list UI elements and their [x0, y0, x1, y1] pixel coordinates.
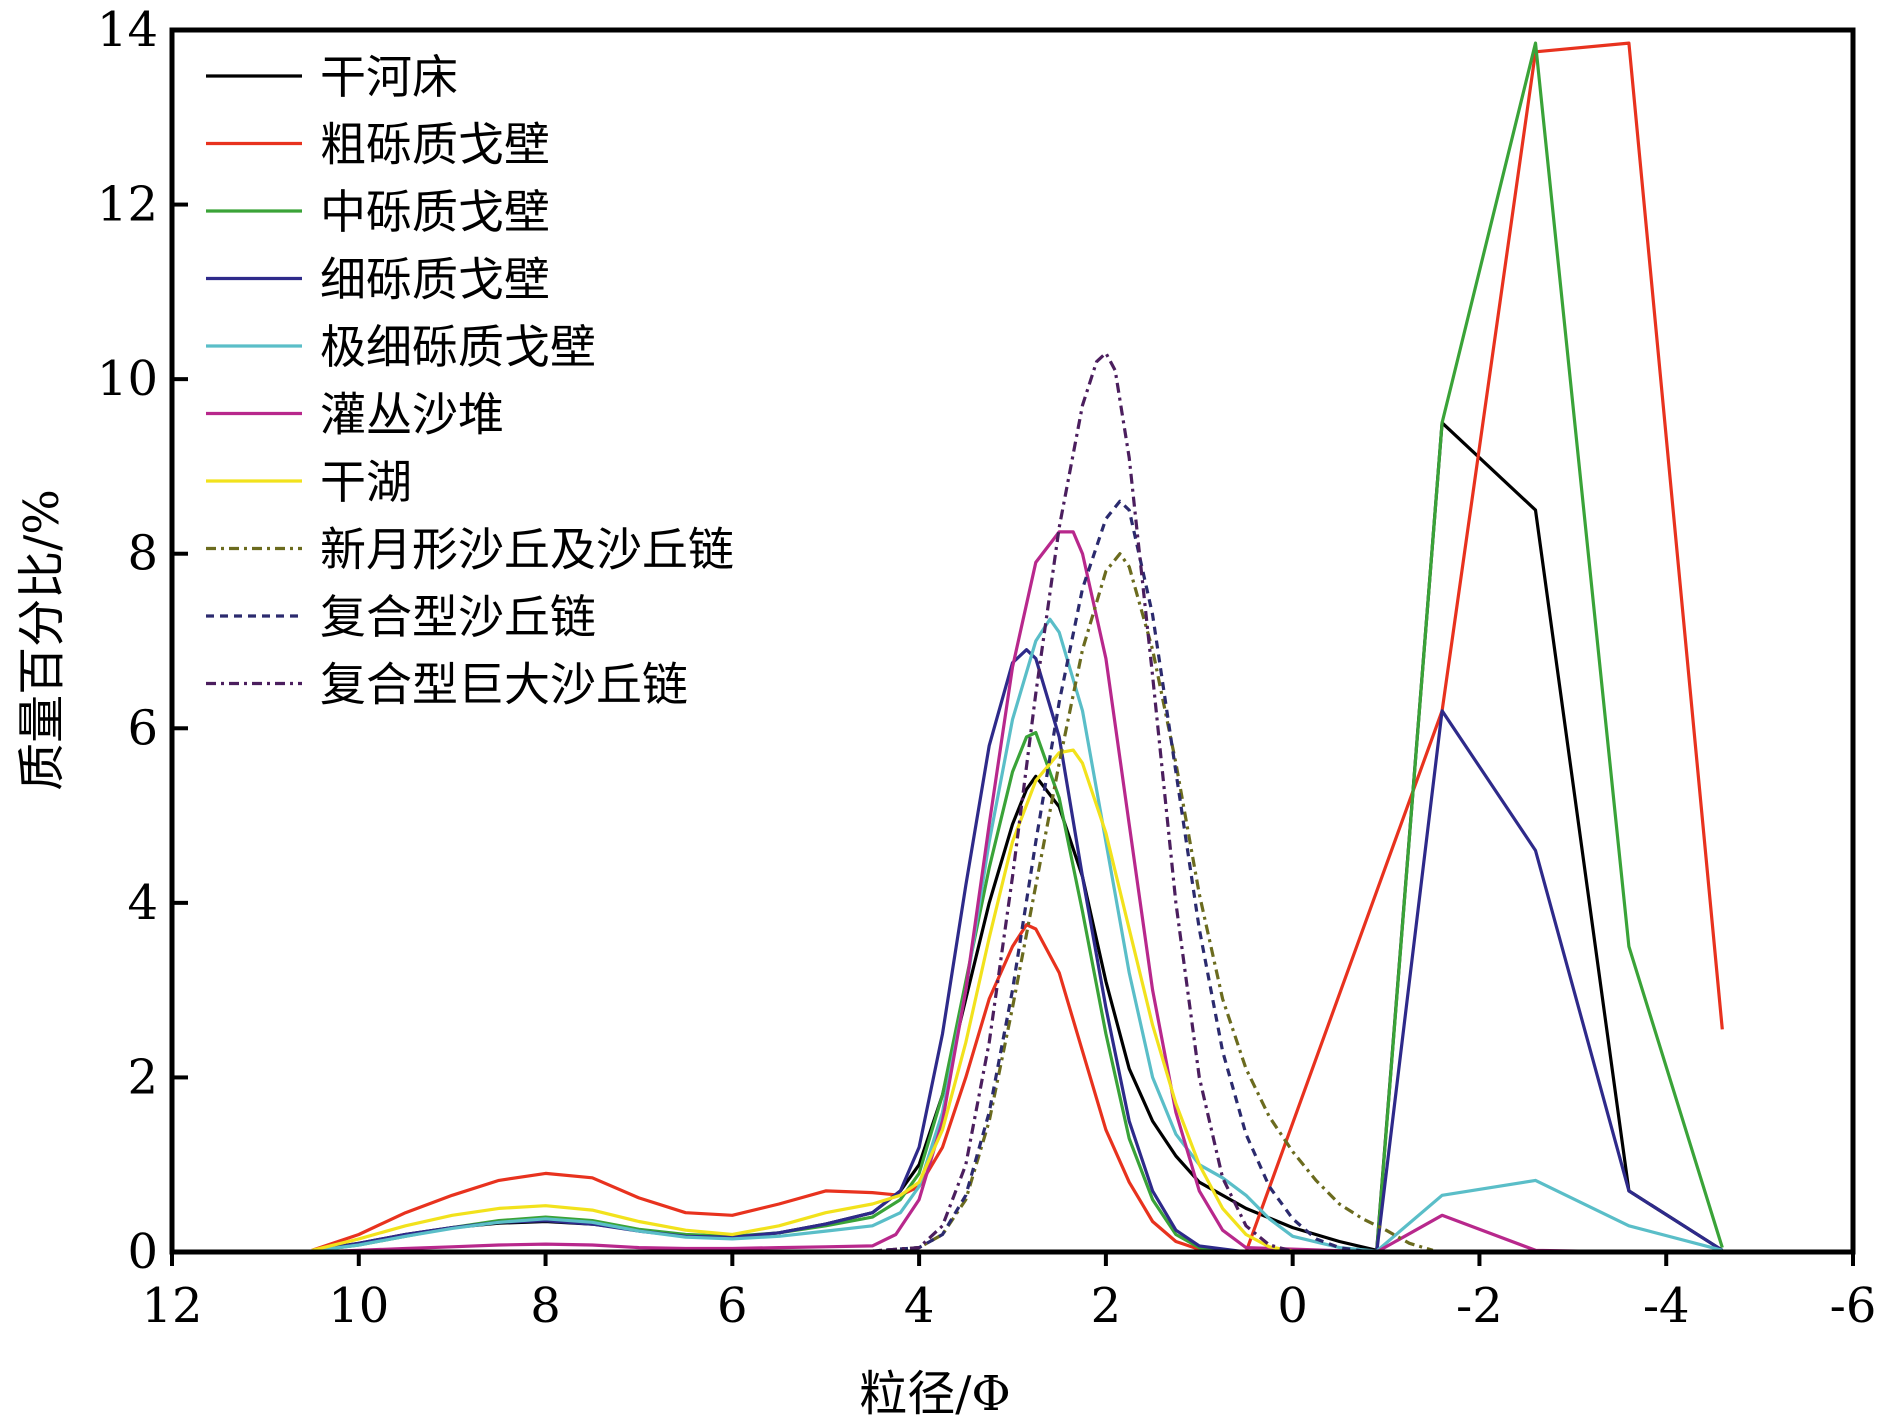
y-tick-label: 12: [97, 177, 158, 233]
x-tick-label: -2: [1456, 1278, 1503, 1334]
x-axis-label: 粒径/Φ: [859, 1366, 1011, 1422]
series-layer: [311, 41, 1724, 1254]
y-axis-label: 质量百分比/%: [14, 489, 70, 791]
legend-label: 中砾质戈壁: [320, 185, 550, 239]
series-line-7: [311, 748, 1443, 1254]
y-tick-label: 14: [97, 2, 158, 58]
x-tick-label: -4: [1643, 1278, 1690, 1334]
y-tick-label: 2: [127, 1049, 158, 1105]
ticks-layer: 12 10 8 6 4 2 0 -2 -4 -6 0 2 4 6 8 10 12 14: [97, 2, 1876, 1334]
legend-label: 极细砾质戈壁: [320, 320, 596, 374]
x-tick-label: 2: [1091, 1278, 1122, 1334]
y-tick-label: 10: [97, 351, 158, 407]
legend-label: 细砾质戈壁: [320, 253, 550, 307]
x-tick-label: 8: [530, 1278, 561, 1334]
legend-label: 干河床: [320, 50, 458, 104]
y-tick-label: 6: [127, 700, 158, 756]
legend-label: 粗砾质戈壁: [320, 118, 550, 172]
x-tick-label: 0: [1277, 1278, 1308, 1334]
x-tick-label: 4: [904, 1278, 935, 1334]
series-line-4: [311, 648, 1724, 1254]
legend-label: 复合型沙丘链: [320, 590, 596, 644]
x-tick-label: -6: [1830, 1278, 1877, 1334]
x-tick-label: 10: [328, 1278, 389, 1334]
series-line-6: [312, 530, 1723, 1254]
y-tick-label: 0: [127, 1224, 158, 1280]
legend-label: 灌丛沙堆: [320, 388, 504, 442]
plot-frame: [169, 27, 1856, 1255]
series-line-5: [311, 617, 1723, 1253]
x-tick-label: 6: [717, 1278, 748, 1334]
y-tick-label: 8: [127, 526, 158, 582]
y-tick-label: 4: [127, 875, 158, 931]
legend: 干河床粗砾质戈壁中砾质戈壁细砾质戈壁极细砾质戈壁灌丛沙堆干湖新月形沙丘及沙丘链复…: [206, 50, 734, 712]
x-tick-label: 12: [141, 1278, 202, 1334]
series-line-9: [312, 499, 1363, 1254]
legend-label: 干湖: [320, 455, 412, 509]
legend-label: 复合型巨大沙丘链: [320, 658, 688, 712]
legend-label: 新月形沙丘及沙丘链: [320, 523, 734, 577]
series-line-10: [312, 351, 1294, 1254]
